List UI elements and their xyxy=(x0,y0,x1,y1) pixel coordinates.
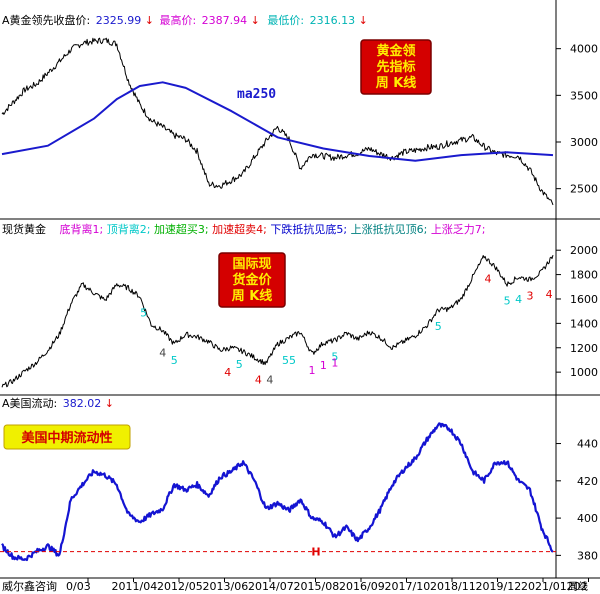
ma250-line xyxy=(1,81,554,162)
bottom-header-prefix: A美国流动: xyxy=(2,396,57,410)
y-tick-label: 420 xyxy=(577,475,598,488)
gold-leading-price-line xyxy=(1,37,554,206)
support-label: H xyxy=(311,546,320,559)
y-tick-label: 3000 xyxy=(570,136,598,149)
us-liquidity-line xyxy=(1,422,554,562)
mid-signal-legend-2: 顶背离2; xyxy=(107,222,151,236)
signal-label: 5 xyxy=(435,320,442,333)
liquidity-badge-text: 美国中期流动性 xyxy=(21,430,112,446)
top-badge-line-2: 先指标 xyxy=(376,59,415,75)
spot-gold-price-line xyxy=(1,254,554,388)
top-low-value: 2316.13 xyxy=(310,14,356,27)
bottom-value: 382.02 xyxy=(63,397,102,410)
y-tick-label: 1200 xyxy=(570,342,598,355)
y-tick-label: 380 xyxy=(577,549,598,562)
y-tick-label: 440 xyxy=(577,438,598,451)
top-badge-line-1: 黄金领 xyxy=(376,43,415,59)
signal-label: 4 xyxy=(255,374,262,387)
signal-label: 5 xyxy=(504,294,511,307)
y-tick-label: 1400 xyxy=(570,317,598,330)
x-axis-first-label: 威尔鑫咨询 xyxy=(2,579,57,593)
x-tick-label: 2018/11 xyxy=(430,580,476,593)
signal-label: 3 xyxy=(527,289,534,302)
x-tick-label: 0/03 xyxy=(66,580,91,593)
y-tick-label: 2500 xyxy=(570,183,598,196)
mid-signal-legend-5: 下跌抵抗见底5; xyxy=(270,222,347,236)
top-low-label: 最低价: xyxy=(267,14,304,27)
ma250-label: ma250 xyxy=(237,87,276,102)
mid-signal-legend-7: 上涨乏力7; xyxy=(431,223,486,236)
mid-badge-line-1: 国际现 xyxy=(232,257,271,272)
mid-signal-legend-3: 加速超买3; xyxy=(154,222,209,236)
mid-signal-legend-1: 底背离1; xyxy=(60,222,104,236)
top-low-arrow: ↓ xyxy=(359,14,368,27)
y-tick-label: 1800 xyxy=(570,269,598,282)
y-tick-label: 400 xyxy=(577,512,598,525)
x-tick-label: 2011/04 xyxy=(112,580,158,593)
x-tick-label: 2015/08 xyxy=(294,580,340,593)
signal-label: 55 xyxy=(282,354,296,367)
mid-header-prefix: 现货黄金 xyxy=(2,222,46,236)
mid-badge-line-2: 货金价 xyxy=(232,272,272,288)
signal-label: 4 xyxy=(266,374,273,387)
top-high-label: 最高价: xyxy=(159,13,196,27)
signal-label: 1 xyxy=(308,364,315,377)
top-header: A黄金领先收盘价: 2325.99 ↓ 最高价: 2387.94 ↓ 最低价: … xyxy=(2,13,368,27)
x-tick-label: 2013/06 xyxy=(203,580,249,593)
x-axis: 威尔鑫咨询 周线 xyxy=(2,579,588,593)
top-close-arrow: ↓ xyxy=(145,14,154,27)
signal-label: 4 xyxy=(159,347,166,360)
mid-badge-line-3: 周 K线 xyxy=(232,288,273,304)
signal-label: 4 xyxy=(546,288,553,301)
bottom-header: A美国流动: 382.02 ↓ xyxy=(2,396,114,410)
y-tick-label: 4000 xyxy=(570,43,598,56)
top-high-arrow: ↓ xyxy=(251,14,260,27)
x-tick-label: 2017/10 xyxy=(385,580,431,593)
signal-label: 5 xyxy=(140,307,147,320)
signal-label: 5 xyxy=(236,358,243,371)
y-tick-label: 2000 xyxy=(570,244,598,257)
x-tick-label: 2014/07 xyxy=(248,580,294,593)
y-tick-label: 1000 xyxy=(570,366,598,379)
signal-label: 5 xyxy=(171,354,178,367)
liquidity-badge: 美国中期流动性 xyxy=(3,424,131,450)
signal-label: 1 xyxy=(320,359,327,372)
signal-label: 4 xyxy=(224,366,231,379)
x-tick-label: 202 xyxy=(567,580,588,593)
top-badge: 黄金领 先指标 周 K线 xyxy=(360,39,432,95)
y-tick-label: 1600 xyxy=(570,293,598,306)
top-header-prefix: A黄金领先收盘价: xyxy=(2,13,90,27)
mid-badge: 国际现 货金价 周 K线 xyxy=(218,252,286,308)
signal-label: 5 xyxy=(331,350,338,363)
mid-header: 现货黄金 底背离1; 顶背离2; 加速超买3; 加速超卖4; 下跌抵抗见底5; … xyxy=(2,222,486,236)
x-axis-period-label: 周线 xyxy=(568,580,588,593)
mid-signal-legend-4: 加速超卖4; xyxy=(212,222,267,236)
bottom-arrow: ↓ xyxy=(105,397,114,410)
x-tick-label: 2016/09 xyxy=(339,580,385,593)
y-tick-label: 3500 xyxy=(570,89,598,102)
signal-label: 4 xyxy=(484,272,491,285)
x-tick-label: 2019/12 xyxy=(476,580,522,593)
top-close-value: 2325.99 xyxy=(96,14,142,27)
panel-borders xyxy=(0,0,600,579)
x-tick-label: 2012/05 xyxy=(157,580,203,593)
signal-label: 4 xyxy=(515,293,522,306)
top-high-value: 2387.94 xyxy=(202,14,248,27)
mid-signal-legend-6: 上涨抵抗见顶6; xyxy=(351,222,428,236)
x-tick-label: 2021/01 xyxy=(521,580,567,593)
top-badge-line-3: 周 K线 xyxy=(376,75,417,91)
signal-label: 1 xyxy=(331,356,338,369)
